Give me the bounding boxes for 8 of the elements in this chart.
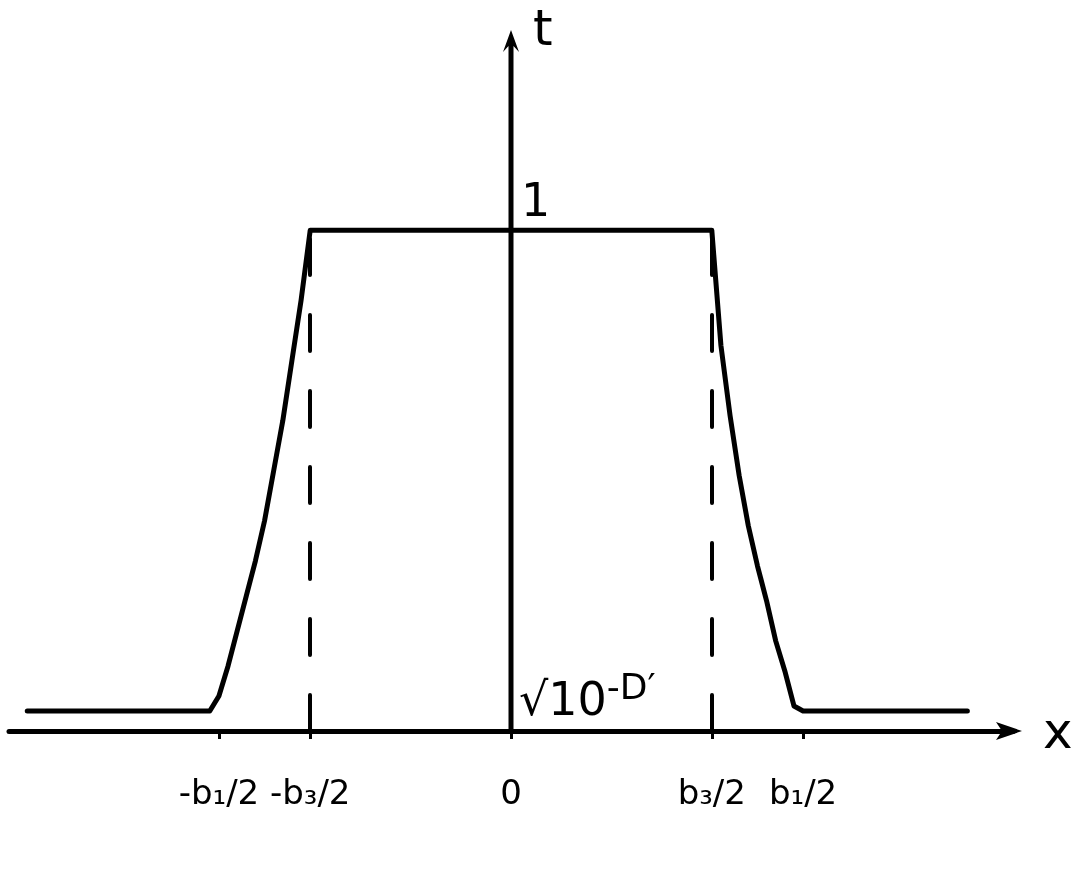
annotation: 1: [521, 173, 551, 228]
x-tick-label: -b₃/2: [269, 772, 351, 812]
x-tick-label: 0: [500, 772, 522, 812]
x-axis-title: x: [1043, 702, 1073, 760]
x-tick-label: -b₁/2: [178, 772, 260, 812]
x-tick-label: b₁/2: [768, 772, 838, 812]
y-axis-title: t: [533, 0, 553, 57]
x-tick-label: b₃/2: [677, 772, 746, 812]
